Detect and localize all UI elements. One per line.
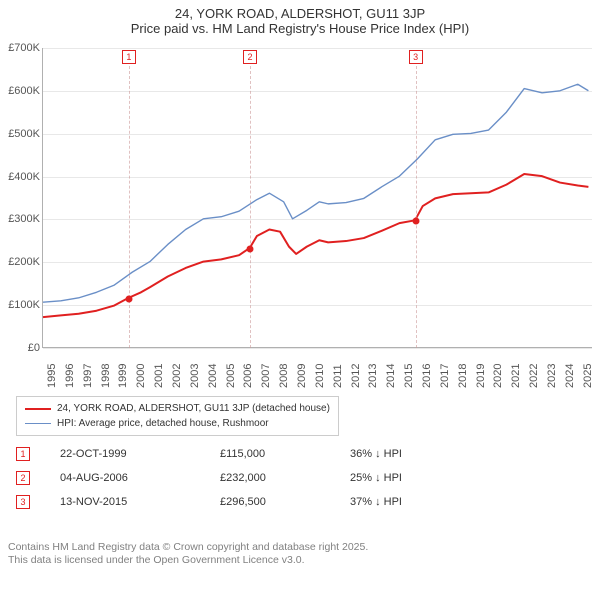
sales-row: 3 13-NOV-2015£296,50037% ↓ HPI: [16, 490, 470, 514]
sale-dot: [412, 217, 419, 224]
footer-attribution: Contains HM Land Registry data © Crown c…: [8, 541, 368, 568]
legend-label: HPI: Average price, detached house, Rush…: [57, 418, 269, 429]
title-block: 24, YORK ROAD, ALDERSHOT, GU11 3JP Price…: [0, 0, 600, 36]
legend: 24, YORK ROAD, ALDERSHOT, GU11 3JP (deta…: [16, 396, 339, 436]
y-tick-label: £500K: [0, 128, 40, 140]
sales-row-date: 13-NOV-2015: [60, 496, 220, 508]
legend-label: 24, YORK ROAD, ALDERSHOT, GU11 3JP (deta…: [57, 403, 330, 414]
y-tick-label: £600K: [0, 85, 40, 97]
plot-region: 1 2 3: [42, 48, 592, 348]
sales-row-delta: 25% ↓ HPI: [350, 472, 470, 484]
sales-table: 1 22-OCT-1999£115,00036% ↓ HPI 2 04-AUG-200…: [16, 442, 470, 514]
sale-dot: [246, 245, 253, 252]
y-tick-label: £200K: [0, 256, 40, 268]
footer-line-1: Contains HM Land Registry data © Crown c…: [8, 541, 368, 555]
legend-swatch: [25, 408, 51, 410]
sale-marker-line: [250, 66, 251, 348]
sales-row-price: £232,000: [220, 472, 350, 484]
y-tick-label: £100K: [0, 299, 40, 311]
sale-marker-flag: 1: [122, 50, 136, 64]
sale-marker-line: [416, 66, 417, 348]
sales-row-price: £115,000: [220, 448, 350, 460]
legend-swatch: [25, 423, 51, 424]
sales-row-marker: 3: [16, 495, 30, 509]
legend-row: 24, YORK ROAD, ALDERSHOT, GU11 3JP (deta…: [25, 401, 330, 416]
title-sub: Price paid vs. HM Land Registry's House …: [0, 21, 600, 36]
y-tick-label: £700K: [0, 42, 40, 54]
sales-row-price: £296,500: [220, 496, 350, 508]
sales-row-date: 22-OCT-1999: [60, 448, 220, 460]
sale-marker-flag: 3: [409, 50, 423, 64]
sales-row-marker: 1: [16, 447, 30, 461]
y-tick-label: £400K: [0, 171, 40, 183]
y-tick-label: £0: [0, 342, 40, 354]
sales-row-delta: 37% ↓ HPI: [350, 496, 470, 508]
y-tick-label: £300K: [0, 213, 40, 225]
sale-dot: [125, 295, 132, 302]
sale-marker-flag: 2: [243, 50, 257, 64]
series-property: [43, 174, 588, 317]
gridline: [43, 348, 592, 349]
sales-row: 1 22-OCT-1999£115,00036% ↓ HPI: [16, 442, 470, 466]
chart-lines: [43, 48, 592, 347]
series-hpi: [43, 84, 588, 302]
chart-container: 24, YORK ROAD, ALDERSHOT, GU11 3JP Price…: [0, 0, 600, 590]
sales-row-date: 04-AUG-2006: [60, 472, 220, 484]
chart-area: £0£100K£200K£300K£400K£500K£600K£700K 19…: [0, 48, 596, 388]
sales-row: 2 04-AUG-2006£232,00025% ↓ HPI: [16, 466, 470, 490]
legend-row: HPI: Average price, detached house, Rush…: [25, 416, 330, 431]
footer-line-2: This data is licensed under the Open Gov…: [8, 554, 368, 568]
sale-marker-line: [129, 66, 130, 348]
title-main: 24, YORK ROAD, ALDERSHOT, GU11 3JP: [0, 6, 600, 21]
sales-row-delta: 36% ↓ HPI: [350, 448, 470, 460]
sales-row-marker: 2: [16, 471, 30, 485]
